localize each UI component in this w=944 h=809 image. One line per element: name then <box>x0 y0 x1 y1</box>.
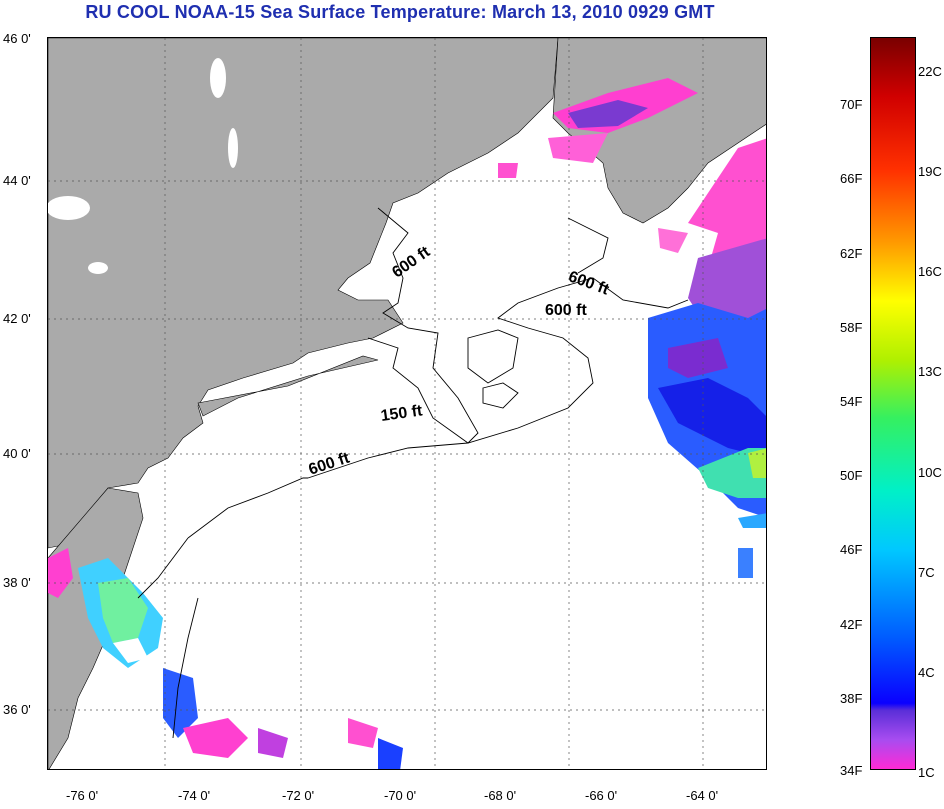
grid <box>48 38 766 769</box>
colorbar-c-label: 13C <box>918 364 942 379</box>
colorbar-f-label: 34F <box>840 763 863 778</box>
lat-label: 42 0' <box>3 311 31 326</box>
lake <box>88 262 108 274</box>
temperature-colorbar <box>870 37 916 770</box>
sst-patches <box>48 78 766 769</box>
contour-label: 600 ft <box>545 302 587 319</box>
map-canvas: 600 ft 600 ft 600 ft 150 ft 600 ft <box>48 38 766 769</box>
colorbar-f-label: 58F <box>840 320 863 335</box>
lat-label: 40 0' <box>3 446 31 461</box>
colorbar-f-label: 54F <box>840 394 863 409</box>
lake <box>228 128 238 168</box>
colorbar-c-label: 7C <box>918 565 935 580</box>
lon-label: -70 0' <box>384 788 417 803</box>
lake <box>210 58 226 98</box>
lake <box>48 196 90 220</box>
us-land <box>48 38 559 549</box>
colorbar-c-label: 22C <box>918 64 942 79</box>
colorbar-f-label: 62F <box>840 246 863 261</box>
colorbar-f-label: 46F <box>840 542 863 557</box>
colorbar-f-label: 70F <box>840 97 863 112</box>
lon-label: -64 0' <box>686 788 719 803</box>
sst-map: 600 ft 600 ft 600 ft 150 ft 600 ft <box>47 37 767 770</box>
lon-label: -72 0' <box>282 788 315 803</box>
colorbar-c-label: 10C <box>918 465 942 480</box>
lon-label: -74 0' <box>178 788 211 803</box>
colorbar-f-label: 50F <box>840 468 863 483</box>
lat-label: 36 0' <box>3 702 31 717</box>
colorbar-f-label: 42F <box>840 617 863 632</box>
map-title: RU COOL NOAA-15 Sea Surface Temperature:… <box>85 2 715 22</box>
contour-label: 600 ft <box>566 268 612 298</box>
lat-label: 46 0' <box>3 31 31 46</box>
colorbar-c-label: 16C <box>918 264 942 279</box>
colorbar-f-label: 38F <box>840 691 863 706</box>
colorbar-c-label: 1C <box>918 765 935 780</box>
colorbar-c-label: 4C <box>918 665 935 680</box>
lon-label: -68 0' <box>484 788 517 803</box>
colorbar-f-label: 66F <box>840 171 863 186</box>
lat-label: 44 0' <box>3 173 31 188</box>
long-island <box>197 355 379 417</box>
colorbar-c-label: 19C <box>918 164 942 179</box>
bathymetry-contours <box>137 207 689 739</box>
lon-label: -66 0' <box>585 788 618 803</box>
contour-label: 150 ft <box>380 402 424 425</box>
lat-label: 38 0' <box>3 575 31 590</box>
lon-label: -76 0' <box>66 788 99 803</box>
